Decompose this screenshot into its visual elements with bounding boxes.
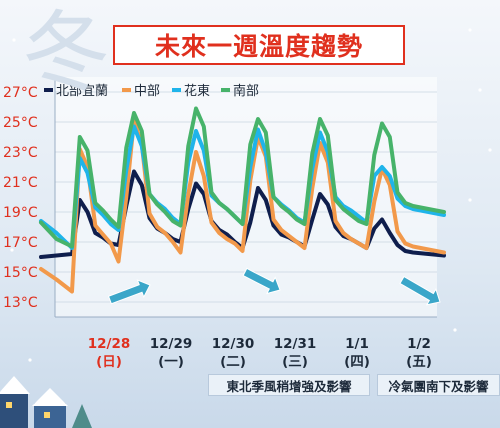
snowflake-icon <box>453 328 457 332</box>
snowflake-icon <box>28 358 32 362</box>
y-tick-label: 13°C <box>3 295 38 311</box>
x-date-label: 12/28 <box>88 336 131 352</box>
x-weekday-label: (四) <box>344 354 370 370</box>
snowflake-icon <box>478 88 482 92</box>
legend-label: 南部 <box>233 83 259 99</box>
series-line <box>39 106 446 249</box>
snow-roof-icon <box>0 376 30 394</box>
x-weekday-label: (一) <box>158 354 184 370</box>
snowflake-icon <box>18 118 22 122</box>
trend-arrow-icon <box>107 279 151 305</box>
window-icon <box>44 412 50 418</box>
tree-icon <box>72 404 92 428</box>
snowflake-icon <box>488 148 492 152</box>
x-weekday-label: (三) <box>282 354 308 370</box>
series-line <box>39 118 446 294</box>
legend: 北部宜蘭 中部 花東 南部 <box>44 83 259 99</box>
chart-title: 未來一週溫度趨勢 <box>154 32 363 61</box>
x-weekday-label: (日) <box>96 354 122 370</box>
x-date-label: 12/31 <box>274 336 317 352</box>
y-tick-label: 21°C <box>3 175 38 191</box>
y-tick-label: 23°C <box>3 145 38 161</box>
snowflake-icon <box>58 18 62 22</box>
x-date-label: 12/30 <box>212 336 255 352</box>
snow-decoration <box>10 18 492 362</box>
x-axis: 12/28 (日) 12/29 (一) 12/30 (二) 12/31 (三) 1/1 (四) 1/… <box>88 336 432 370</box>
x-date-label: 1/1 <box>345 336 369 352</box>
weather-note-1: 東北季風稍增強及影響 <box>208 374 370 396</box>
x-date-label: 12/29 <box>150 336 193 352</box>
snow-roof-icon <box>32 388 68 406</box>
legend-label: 花東 <box>184 83 210 99</box>
legend-label: 中部 <box>134 84 160 99</box>
weather-note-2: 冷氣團南下及影響 <box>377 374 500 396</box>
trend-arrow-icon <box>242 267 281 295</box>
series-lines <box>39 106 446 294</box>
y-tick-label: 27°C <box>3 85 38 101</box>
y-tick-label: 25°C <box>3 115 38 131</box>
legend-label: 北部宜蘭 <box>56 83 108 99</box>
snowflake-icon <box>12 38 16 42</box>
title-box: 未來一週溫度趨勢 <box>113 25 405 65</box>
x-weekday-label: (五) <box>406 354 432 370</box>
window-icon <box>6 402 12 408</box>
winter-decoration-text: 冬 <box>22 1 111 104</box>
y-tick-label: 15°C <box>3 265 38 281</box>
x-date-label: 1/2 <box>407 336 431 352</box>
y-tick-label: 19°C <box>3 205 38 221</box>
y-axis: 13°C 15°C 17°C 19°C 21°C 23°C 25°C 27°C <box>3 85 38 311</box>
trend-arrow-icon <box>399 275 441 306</box>
trend-arrows <box>107 267 441 306</box>
y-tick-label: 17°C <box>3 235 38 251</box>
snowflake-icon <box>468 28 472 32</box>
snowflake-icon <box>10 248 14 252</box>
snowflake-icon <box>468 198 472 202</box>
x-weekday-label: (二) <box>220 354 246 370</box>
winter-houses-decoration <box>0 376 92 428</box>
